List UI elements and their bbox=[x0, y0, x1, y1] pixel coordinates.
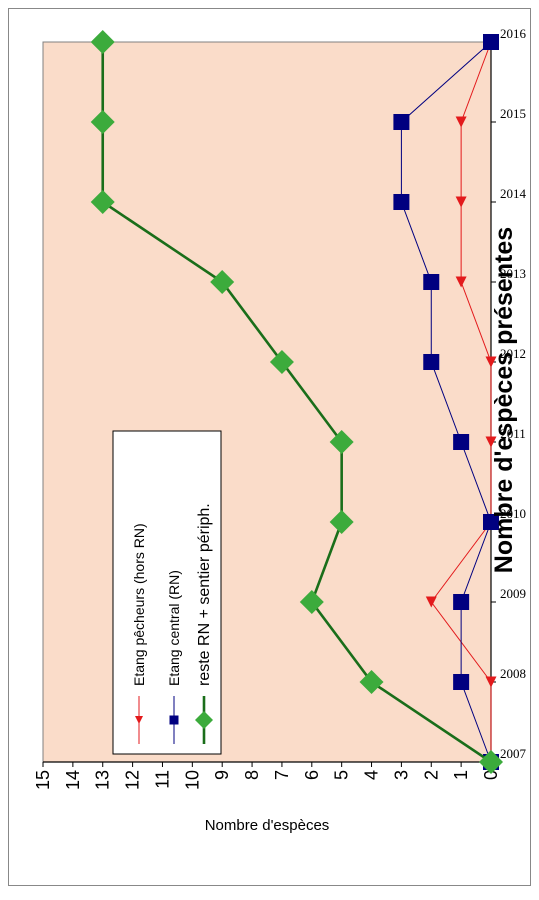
legend-marker bbox=[169, 715, 179, 725]
data-point bbox=[425, 596, 437, 608]
series-line bbox=[101, 42, 492, 764]
y-tick-label: 14 bbox=[63, 770, 83, 790]
data-point bbox=[455, 116, 467, 128]
x-tick-label: 2016 bbox=[500, 26, 527, 41]
x-tick-label: 2007 bbox=[500, 746, 527, 761]
y-tick-label: 15 bbox=[33, 770, 53, 790]
x-tick-label: 2014 bbox=[500, 186, 527, 201]
data-point bbox=[455, 276, 467, 288]
legend-box bbox=[112, 430, 222, 755]
data-point bbox=[210, 270, 235, 294]
y-tick-label: 3 bbox=[391, 770, 411, 780]
data-point bbox=[329, 510, 354, 534]
data-point bbox=[455, 196, 467, 208]
y-tick-label: 8 bbox=[242, 770, 262, 780]
data-point bbox=[359, 670, 384, 694]
y-tick-label: 1 bbox=[451, 770, 471, 780]
y-tick-label: 6 bbox=[302, 770, 322, 780]
y-tick-label: 7 bbox=[272, 770, 292, 780]
data-point bbox=[423, 274, 440, 290]
legend-label: reste RN + sentier périph. bbox=[196, 503, 213, 686]
y-tick-label: 5 bbox=[332, 770, 352, 780]
y-tick-label: 2 bbox=[421, 770, 441, 780]
data-point bbox=[90, 190, 115, 214]
x-tick-label: 2013 bbox=[500, 266, 526, 281]
data-point bbox=[269, 350, 294, 374]
y-tick-label: 9 bbox=[212, 770, 232, 780]
data-point bbox=[453, 674, 470, 690]
data-point bbox=[299, 590, 324, 614]
legend-label: Etang pêcheurs (hors RN) bbox=[131, 523, 147, 686]
chart-title: Nombre d'espèces présentes bbox=[490, 227, 518, 573]
series-3 bbox=[90, 30, 503, 774]
data-point bbox=[393, 194, 410, 210]
series-line bbox=[400, 41, 492, 763]
data-point bbox=[90, 110, 115, 134]
legend-marker bbox=[195, 711, 213, 729]
data-point bbox=[485, 676, 497, 688]
data-point bbox=[453, 434, 470, 450]
y-tick-label: 4 bbox=[362, 770, 382, 780]
y-tick-label: 12 bbox=[123, 770, 143, 790]
data-point bbox=[479, 750, 503, 774]
y-tick-label: 11 bbox=[152, 770, 172, 789]
y-axis-label: Nombre d'espèces bbox=[205, 817, 330, 834]
data-point bbox=[485, 436, 497, 448]
data-point bbox=[329, 430, 354, 454]
x-tick-label: 2012 bbox=[500, 346, 526, 361]
x-tick-label: 2009 bbox=[500, 586, 526, 601]
data-point bbox=[393, 114, 410, 130]
data-point bbox=[485, 356, 497, 368]
data-point bbox=[483, 514, 499, 530]
series-group bbox=[90, 30, 503, 774]
data-point bbox=[453, 594, 470, 610]
plot-area bbox=[42, 41, 492, 763]
y-tick-label: 10 bbox=[182, 770, 202, 790]
axes: 0123456789101112131415200720082009201020… bbox=[33, 26, 527, 790]
x-tick-label: 2008 bbox=[500, 666, 526, 681]
data-point bbox=[423, 354, 440, 370]
legend: Etang pêcheurs (hors RN) Etang central (R… bbox=[112, 430, 222, 755]
x-tick-label: 2011 bbox=[500, 426, 526, 441]
legend-label: Etang central (RN) bbox=[166, 570, 182, 686]
data-point bbox=[483, 34, 499, 50]
x-tick-label: 2015 bbox=[500, 106, 526, 121]
legend-marker bbox=[135, 716, 143, 724]
y-tick-label: 0 bbox=[481, 770, 501, 780]
data-point bbox=[90, 30, 115, 54]
x-tick-label: 2010 bbox=[500, 506, 526, 521]
y-tick-label: 13 bbox=[93, 770, 113, 790]
